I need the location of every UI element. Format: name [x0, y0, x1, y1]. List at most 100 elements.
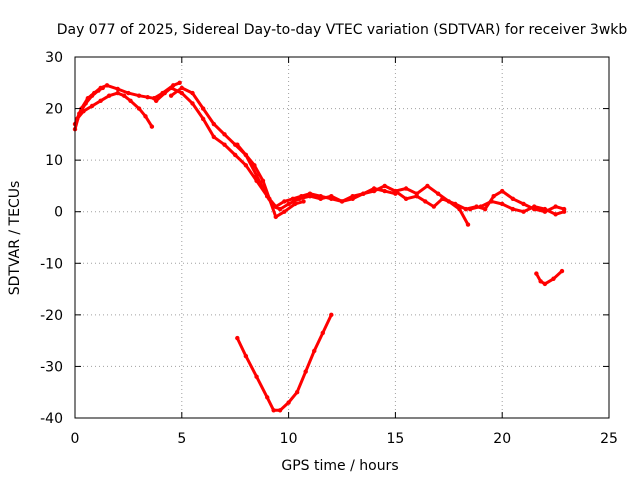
data-point	[128, 98, 133, 104]
y-tick-label: -30	[40, 359, 63, 375]
data-point	[243, 152, 249, 158]
data-point	[211, 134, 217, 140]
data-point	[521, 201, 526, 207]
data-point	[179, 85, 184, 91]
data-point	[339, 199, 345, 204]
data-point	[177, 80, 182, 85]
data-point	[254, 173, 259, 178]
data-point	[106, 93, 112, 98]
data-point	[542, 281, 548, 287]
x-tick-label: 15	[386, 431, 404, 447]
data-point	[534, 271, 539, 276]
data-point	[89, 103, 95, 109]
x-tick-label: 0	[71, 431, 80, 447]
chart-title: Day 077 of 2025, Sidereal Day-to-day VTE…	[57, 22, 628, 38]
data-point	[463, 206, 469, 212]
data-point	[553, 212, 558, 217]
data-point	[273, 204, 278, 209]
data-point	[81, 108, 86, 114]
data-point	[478, 204, 484, 209]
data-point	[329, 312, 334, 318]
data-point	[115, 90, 120, 96]
data-point	[168, 93, 174, 98]
data-point	[149, 124, 155, 129]
data-point	[307, 191, 313, 196]
data-point	[482, 206, 488, 212]
data-point	[320, 330, 325, 336]
y-tick-label: 0	[54, 205, 63, 221]
data-point	[510, 206, 516, 212]
x-tick-label: 5	[177, 431, 186, 447]
data-point	[403, 186, 409, 191]
data-point	[542, 206, 548, 212]
data-point	[561, 209, 567, 214]
data-point	[277, 206, 283, 212]
data-point	[265, 395, 270, 400]
data-point	[282, 199, 287, 204]
data-point	[92, 90, 97, 96]
data-point	[500, 201, 505, 207]
data-point	[489, 199, 494, 204]
data-point	[286, 400, 291, 405]
y-tick-label: -10	[40, 256, 63, 272]
data-point	[521, 209, 526, 214]
y-axis-label: SDTVAR / TECUs	[7, 181, 23, 296]
data-point	[190, 90, 195, 96]
data-point	[104, 83, 110, 88]
y-tick-label: -40	[40, 411, 63, 427]
series-line-arc-8	[468, 199, 566, 216]
data-point	[136, 106, 142, 111]
data-point	[235, 142, 240, 147]
data-point	[115, 86, 120, 92]
data-point	[200, 106, 206, 111]
data-point	[282, 209, 287, 214]
x-axis-label: GPS time / hours	[281, 458, 398, 474]
data-point	[301, 199, 306, 204]
data-point	[243, 163, 249, 168]
data-point	[425, 183, 430, 189]
data-point	[74, 116, 80, 122]
data-point	[532, 204, 537, 209]
data-point	[371, 188, 377, 194]
data-point	[260, 178, 266, 183]
data-point	[465, 222, 471, 227]
data-point	[85, 96, 91, 101]
x-tick-label: 25	[600, 431, 618, 447]
data-point	[553, 204, 558, 209]
data-point	[382, 183, 387, 189]
data-point	[271, 408, 276, 413]
y-tick-label: 10	[45, 153, 63, 169]
data-point	[453, 201, 458, 207]
data-point	[277, 408, 283, 413]
data-point	[510, 196, 516, 202]
data-point	[190, 101, 195, 106]
data-point	[273, 214, 278, 220]
x-tick-label: 20	[493, 431, 511, 447]
data-point	[292, 201, 298, 207]
data-point	[153, 98, 159, 104]
data-point	[162, 90, 167, 96]
y-tick-label: -20	[40, 308, 63, 324]
data-point	[145, 95, 150, 100]
data-point	[435, 191, 441, 196]
data-point	[235, 335, 240, 341]
data-point	[233, 152, 238, 158]
data-point	[168, 85, 174, 91]
plot-frame	[74, 56, 610, 419]
data-point	[467, 206, 473, 212]
data-point	[243, 353, 249, 359]
data-point	[382, 188, 387, 194]
data-point	[222, 142, 227, 147]
data-point	[286, 201, 291, 207]
data-point	[126, 90, 131, 96]
series-line-arc-5	[169, 86, 470, 227]
data-point	[393, 188, 398, 194]
data-point	[312, 348, 317, 354]
data-point	[211, 121, 217, 127]
x-tick-label: 10	[280, 431, 298, 447]
data-point	[98, 85, 103, 91]
data-point	[318, 194, 323, 199]
data-point	[136, 93, 142, 98]
